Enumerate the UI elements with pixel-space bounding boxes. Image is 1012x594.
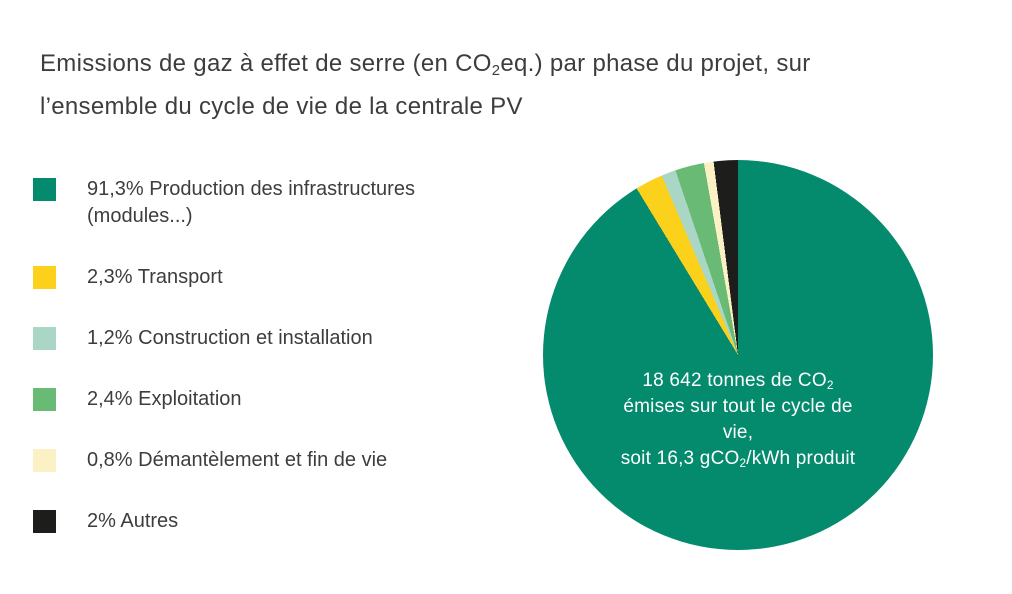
legend-swatch-construction — [33, 327, 56, 350]
legend-item-autres: 2% Autres — [33, 508, 473, 535]
legend-label-exploitation: 2,4% Exploitation — [87, 388, 242, 410]
pie-center-line-3: vie, — [722, 422, 754, 443]
legend-item-transport: 2,3% Transport — [33, 264, 473, 291]
chart-title: Emissions de gaz à effet de serre (en CO… — [40, 42, 990, 128]
pie-center-annotation: 18 642 tonnes de CO2 émises sur tout le … — [543, 368, 933, 472]
legend-swatch-production — [33, 178, 56, 201]
pie-center-line-2: émises sur tout le cycle de — [623, 396, 853, 417]
legend-swatch-autres — [33, 510, 56, 533]
legend-label-demantelement: 0,8% Démantèlement et fin de vie — [87, 449, 388, 471]
legend-label-construction: 1,2% Construction et installation — [87, 327, 373, 349]
legend-label-autres: 2% Autres — [87, 510, 179, 532]
chart-title-line-2: l’ensemble du cycle de vie de la central… — [40, 93, 523, 120]
legend-item-production: 91,3% Production des infrastructures (mo… — [33, 176, 473, 230]
legend-item-construction: 1,2% Construction et installation — [33, 325, 473, 352]
pie-legend: 91,3% Production des infrastructures (mo… — [33, 176, 473, 569]
pie-center-line-4: soit 16,3 gCO2/kWh produit — [620, 448, 856, 471]
legend-label-production: 91,3% Production des infrastructures (mo… — [87, 178, 415, 227]
legend-item-exploitation: 2,4% Exploitation — [33, 386, 473, 413]
legend-swatch-demantelement — [33, 449, 56, 472]
chart-title-line-1: Emissions de gaz à effet de serre (en CO… — [40, 50, 811, 80]
pie-center-line-1: 18 642 tonnes de CO2 — [642, 370, 834, 393]
legend-item-demantelement: 0,8% Démantèlement et fin de vie — [33, 447, 473, 474]
legend-swatch-exploitation — [33, 388, 56, 411]
legend-swatch-transport — [33, 266, 56, 289]
pie-chart: 18 642 tonnes de CO2 émises sur tout le … — [543, 160, 933, 550]
legend-label-transport: 2,3% Transport — [87, 266, 223, 288]
